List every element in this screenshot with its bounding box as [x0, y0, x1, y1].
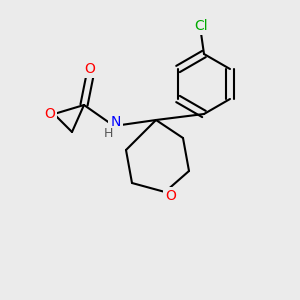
Text: N: N [110, 115, 121, 128]
Text: H: H [103, 127, 113, 140]
Text: O: O [85, 62, 95, 76]
Text: O: O [44, 107, 55, 121]
Text: Cl: Cl [194, 19, 208, 32]
Text: O: O [166, 190, 176, 203]
